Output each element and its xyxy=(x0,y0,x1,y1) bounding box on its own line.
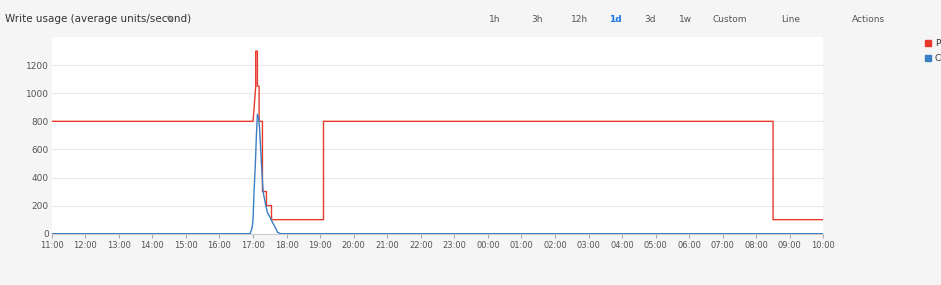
Text: Actions: Actions xyxy=(852,15,885,24)
Legend: Provisioned, Consumed: Provisioned, Consumed xyxy=(923,38,941,65)
Text: Line: Line xyxy=(781,15,800,24)
Text: 12h: 12h xyxy=(571,15,588,24)
Text: Custom: Custom xyxy=(712,15,747,24)
Text: Write usage (average units/second): Write usage (average units/second) xyxy=(5,14,191,24)
Text: 3h: 3h xyxy=(532,15,543,24)
Text: 1w: 1w xyxy=(679,15,693,24)
Text: 1h: 1h xyxy=(489,15,501,24)
Text: 3d: 3d xyxy=(645,15,656,24)
Text: 1d: 1d xyxy=(609,15,621,24)
Text: ✎: ✎ xyxy=(165,14,173,24)
